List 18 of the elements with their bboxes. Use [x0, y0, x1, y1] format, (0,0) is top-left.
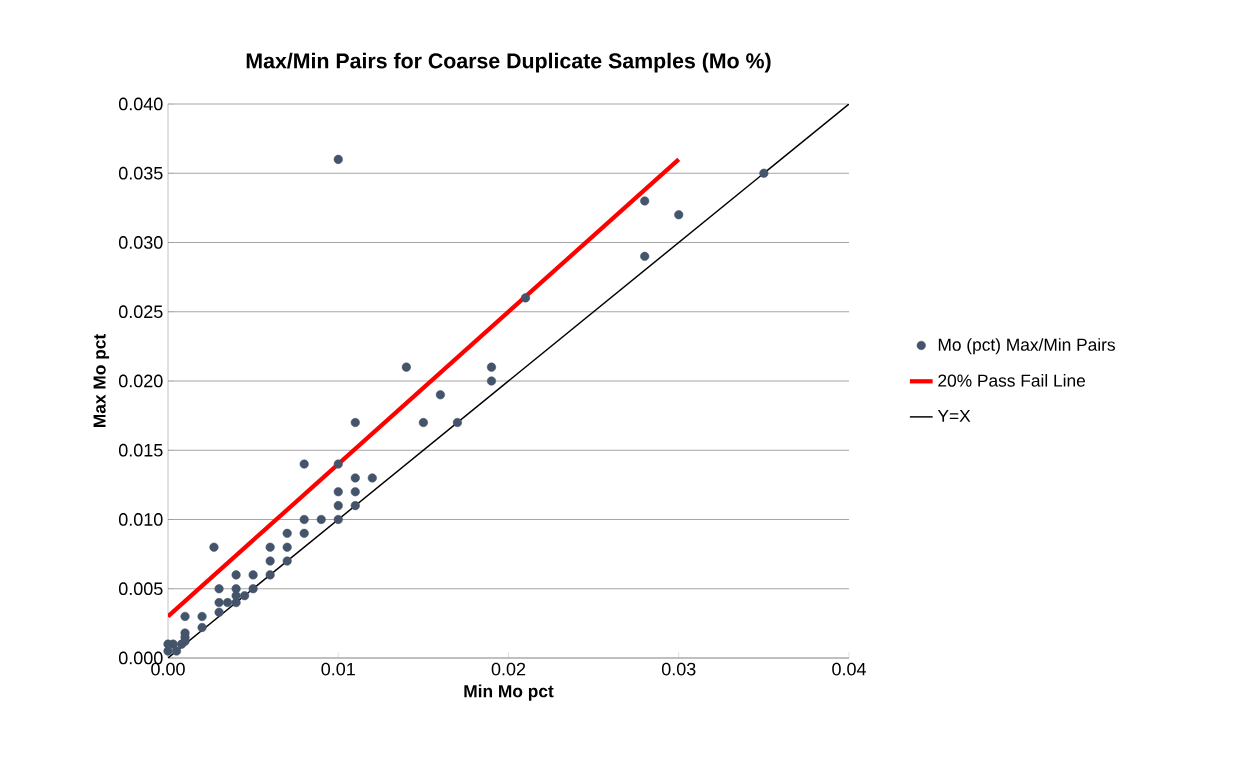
chart-title: Max/Min Pairs for Coarse Duplicate Samples (Mo %) — [246, 52, 771, 73]
x-axis-title: Min Mo pct — [464, 684, 554, 701]
y-tick-label: 0.020 — [118, 374, 163, 388]
y-tick-label: 0.025 — [118, 305, 163, 319]
y-axis-title: Max Mo pct — [93, 334, 110, 428]
x-tick-label: 0.04 — [832, 662, 866, 676]
y-tick-label: 0.005 — [118, 582, 163, 596]
legend-label: 20% Pass Fail Line — [938, 374, 1086, 387]
x-tick-label: 0.02 — [491, 662, 526, 676]
y-tick-label: 0.030 — [118, 236, 163, 249]
y-tick-label: 0.040 — [118, 97, 163, 111]
x-tick-label: 0.01 — [321, 662, 355, 676]
y-tick-label: 0.035 — [118, 166, 163, 180]
legend-label: Y=X — [937, 409, 971, 422]
legend-label: Mo (pct) Max/Min Pairs — [938, 338, 1115, 355]
y-tick-label: 0.015 — [118, 443, 163, 457]
y-tick-label: 0.010 — [118, 513, 163, 526]
x-tick-label: 0.03 — [661, 662, 696, 676]
